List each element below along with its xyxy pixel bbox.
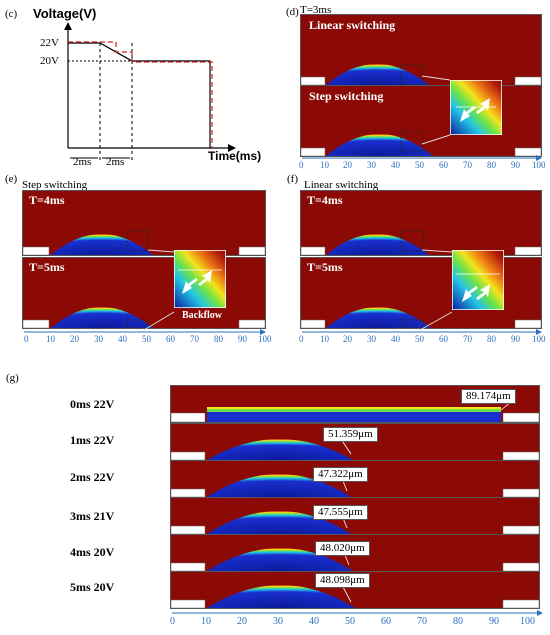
panel-e-title-bottom: T=5ms xyxy=(29,260,65,274)
row-label-3: 3ms 21V xyxy=(70,509,115,523)
row-label-1: 1ms 22V xyxy=(70,433,115,447)
time-axis-label: Time(ms) xyxy=(208,149,262,163)
tick-20v: 20V xyxy=(40,55,59,67)
panel-f-title-top: T=4ms xyxy=(307,193,343,207)
panel-g-label: (g) xyxy=(6,372,19,384)
row-label-5: 5ms 20V xyxy=(70,580,115,594)
value-row-1: 51.359μm xyxy=(323,427,378,442)
backflow-label: Backflow xyxy=(182,310,222,321)
axis-e xyxy=(24,329,266,335)
panel-e-header: Step switching xyxy=(22,179,88,191)
span-label-1: 2ms xyxy=(73,156,92,168)
row-label-4: 4ms 20V xyxy=(70,545,115,559)
panel-f-title-bottom: T=5ms xyxy=(307,260,343,274)
panel-f-header: Linear switching xyxy=(304,179,379,191)
inset-d-connector xyxy=(421,75,451,145)
sim-d-top: Linear switching xyxy=(300,14,542,86)
axis-f-ticks: 0 10 20 30 40 50 60 70 80 90 100 xyxy=(299,334,546,344)
sim-e-top: T=4ms xyxy=(22,190,266,256)
row-label-2: 2ms 22V xyxy=(70,470,115,484)
span-label-2: 2ms xyxy=(106,156,125,168)
axis-d-ticks: 0 10 20 30 40 50 60 70 80 90 100 xyxy=(299,160,546,170)
axis-f xyxy=(302,329,542,335)
linear-switching-curve xyxy=(68,42,211,148)
panel-e-label: (e) xyxy=(5,173,18,185)
axis-e-ticks: 0 10 20 30 40 50 60 70 80 90 100 xyxy=(24,334,272,344)
value-row-4: 48.020μm xyxy=(315,541,370,556)
panel-d-title-top: Linear switching xyxy=(309,18,396,32)
voltage-chart xyxy=(64,22,236,160)
panel-d-label: (d) xyxy=(286,6,299,18)
axis-g xyxy=(172,610,543,616)
panel-c-label: (c) xyxy=(5,8,18,20)
inset-e xyxy=(174,250,226,308)
value-row-2: 47.322μm xyxy=(313,467,368,482)
inset-e-connector xyxy=(143,249,175,331)
inset-d xyxy=(450,80,502,135)
panel-d-title-bottom: Step switching xyxy=(309,89,384,103)
axis-d xyxy=(302,155,542,161)
value-row-5: 48.098μm xyxy=(315,573,370,588)
step-switching-curve xyxy=(68,41,213,148)
row-label-0: 0ms 22V xyxy=(70,397,115,411)
value-row-0: 89.174μm xyxy=(461,389,516,404)
inset-f-connector xyxy=(419,249,453,331)
panel-e-title-top: T=4ms xyxy=(29,193,65,207)
tick-22v: 22V xyxy=(40,37,59,49)
inset-f xyxy=(452,250,504,310)
panel-f-label: (f) xyxy=(287,173,298,185)
sim-f-top: T=4ms xyxy=(300,190,542,256)
value-row-3: 47.555μm xyxy=(313,505,368,520)
y-axis-arrow xyxy=(64,22,72,30)
x-axis-arrow xyxy=(228,144,236,152)
axis-g-ticks: 0 10 20 30 40 50 60 70 80 90 100 xyxy=(170,616,535,627)
panel-d-header: T=3ms xyxy=(300,4,332,16)
voltage-axis-label: Voltage(V) xyxy=(33,6,97,21)
